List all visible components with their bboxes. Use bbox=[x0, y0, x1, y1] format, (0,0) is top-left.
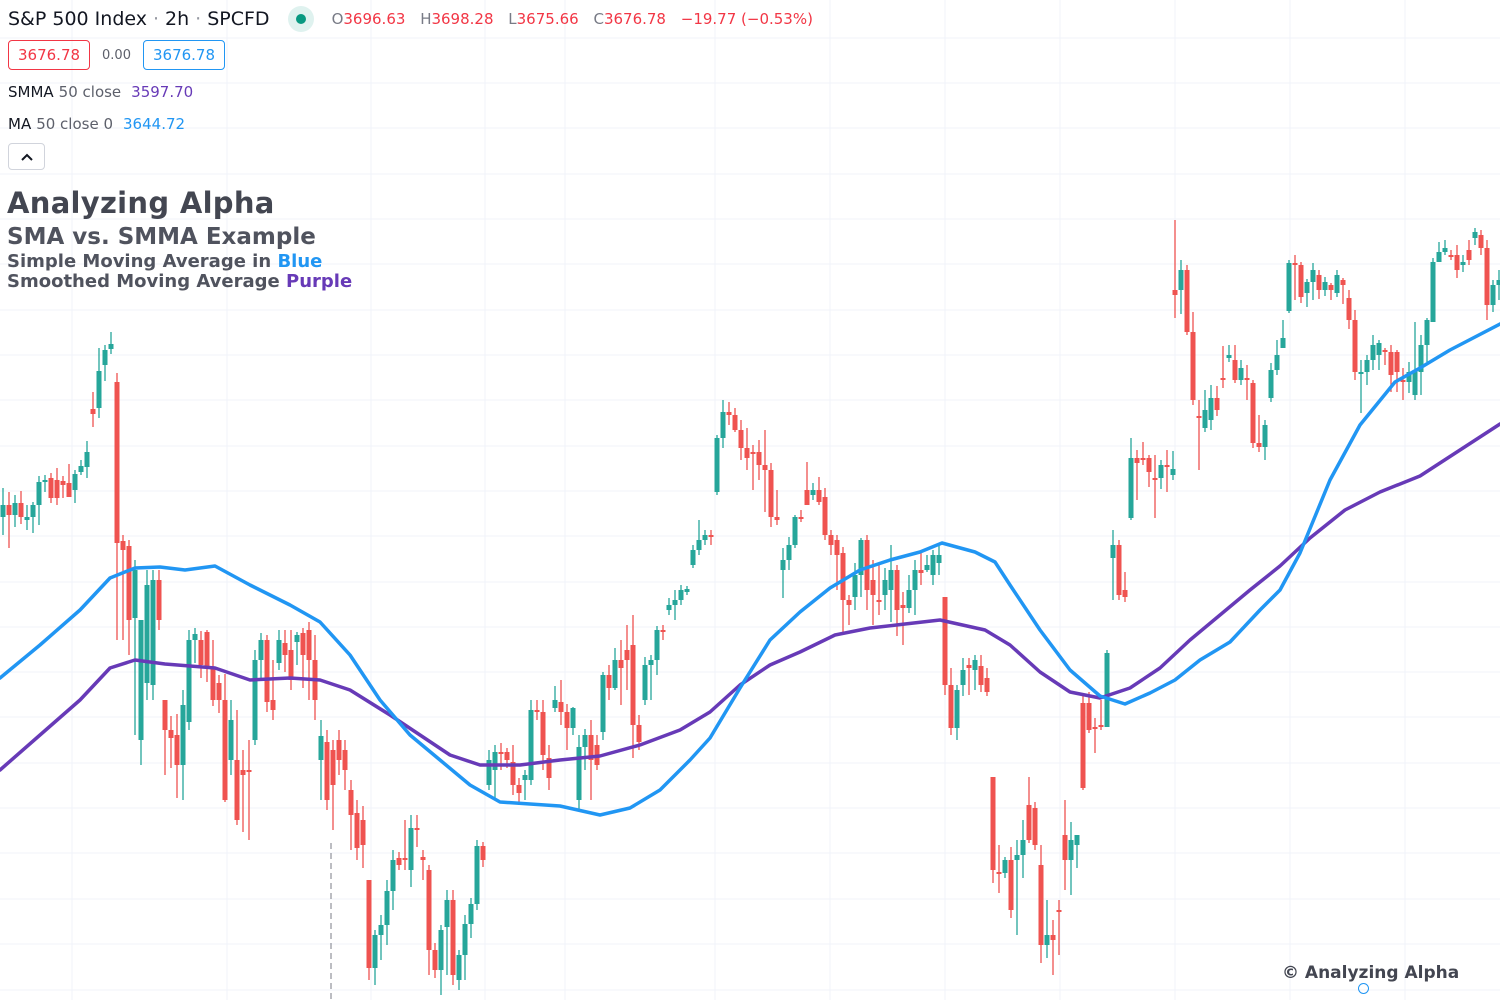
sma-line bbox=[0, 322, 1500, 817]
indicator-legend-smma[interactable]: SMMA 50 close 3597.70 bbox=[8, 83, 193, 101]
watermark: © Analyzing Alpha bbox=[1282, 963, 1460, 983]
annotation-line-text: Smoothed Moving Average bbox=[7, 271, 280, 292]
smma-line bbox=[0, 422, 1500, 772]
annotation-title: Analyzing Alpha bbox=[7, 186, 275, 220]
low-value: 3675.66 bbox=[516, 10, 579, 28]
open-label: O bbox=[331, 10, 344, 28]
high-value: 3698.28 bbox=[431, 10, 494, 28]
symbol-name[interactable]: S&P 500 Index bbox=[8, 8, 147, 30]
ohlc-values: O3696.63 H3698.28 L3675.66 C3676.78 −19.… bbox=[332, 10, 813, 28]
high-label: H bbox=[420, 10, 432, 28]
candlestick-series bbox=[0, 220, 1500, 995]
sell-button[interactable]: 3676.78 bbox=[8, 40, 91, 70]
low-label: L bbox=[508, 10, 517, 28]
indicator-params: 50 close 0 bbox=[36, 115, 114, 133]
annotation-color-word-purple: Purple bbox=[286, 271, 353, 292]
annotation-text: Analyzing Alpha SMA vs. SMMA Example Sim… bbox=[7, 184, 352, 292]
close-label: C bbox=[593, 10, 604, 28]
indicator-value: 3597.70 bbox=[131, 83, 194, 101]
separator-dot: · bbox=[195, 8, 202, 30]
annotation-line-sma: Simple Moving Average in Blue bbox=[7, 252, 352, 272]
buy-button[interactable]: 3676.78 bbox=[142, 40, 226, 70]
symbol-header: S&P 500 Index · 2h · SPCFD O3696.63 H369… bbox=[8, 6, 813, 32]
cursor-icon bbox=[1358, 983, 1369, 994]
spread-value: 0.00 bbox=[102, 47, 131, 63]
indicator-params: 50 close bbox=[58, 83, 122, 101]
trade-buttons: 3676.78 0.00 3676.78 bbox=[8, 40, 226, 70]
exchange: SPCFD bbox=[207, 8, 270, 30]
close-value: 3676.78 bbox=[603, 10, 666, 28]
interval[interactable]: 2h bbox=[165, 8, 190, 30]
change-value: −19.77 (−0.53%) bbox=[680, 10, 813, 28]
annotation-line-text: Simple Moving Average in bbox=[7, 251, 272, 272]
chevron-up-icon bbox=[20, 153, 33, 161]
collapse-legend-button[interactable] bbox=[8, 143, 45, 170]
market-status-icon[interactable] bbox=[287, 6, 314, 32]
indicator-legend-ma[interactable]: MA 50 close 0 3644.72 bbox=[8, 115, 185, 133]
indicator-name: MA bbox=[8, 115, 32, 133]
indicator-value: 3644.72 bbox=[123, 115, 186, 133]
annotation-color-word-blue: Blue bbox=[277, 251, 323, 272]
annotation-subtitle: SMA vs. SMMA Example bbox=[7, 224, 316, 250]
indicator-name: SMMA bbox=[8, 83, 54, 101]
open-value: 3696.63 bbox=[343, 10, 406, 28]
separator-dot: · bbox=[152, 8, 160, 30]
annotation-line-smma: Smoothed Moving Average Purple bbox=[7, 272, 352, 292]
